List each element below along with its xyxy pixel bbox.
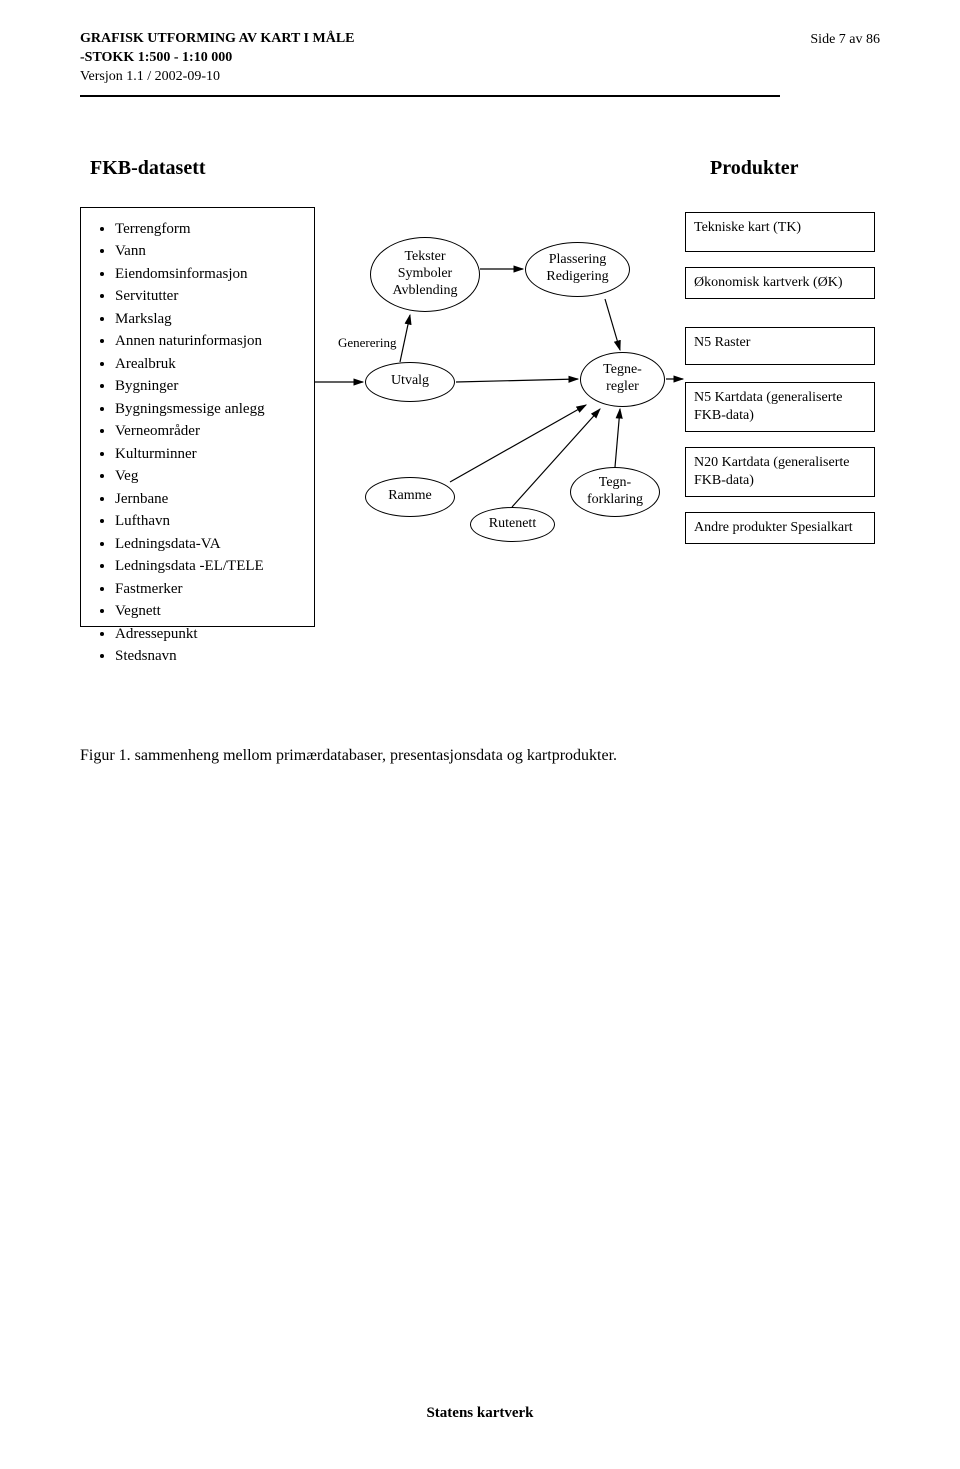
- page-footer: Statens kartverk: [80, 1405, 880, 1422]
- prod-box-n20kart: N20 Kartdata (generaliserte FKB-data): [685, 447, 875, 497]
- fkb-item: Stedsnavn: [115, 645, 308, 668]
- prod-box-n5kart: N5 Kartdata (generaliserte FKB-data): [685, 382, 875, 432]
- node-tekster-l3: Avblending: [392, 283, 457, 300]
- figure-caption: Figur 1. sammenheng mellom primærdatabas…: [80, 747, 880, 765]
- fkb-item: Jernbane: [115, 488, 308, 511]
- node-tegneregler-l2: regler: [606, 379, 639, 396]
- node-ramme-label: Ramme: [388, 488, 432, 505]
- prod-box-ok: Økonomisk kartverk (ØK): [685, 267, 875, 299]
- fkb-item: Markslag: [115, 308, 308, 331]
- fkb-item: Veg: [115, 465, 308, 488]
- node-tegneregler: Tegne- regler: [580, 352, 665, 407]
- node-utvalg: Utvalg: [365, 362, 455, 402]
- fkb-item: Servitutter: [115, 285, 308, 308]
- fkb-item: Arealbruk: [115, 353, 308, 376]
- produkter-title: Produkter: [710, 157, 799, 180]
- node-tegnforklaring: Tegn- forklaring: [570, 467, 660, 517]
- prod-box-andre: Andre produkter Spesialkart: [685, 512, 875, 544]
- fkb-item: Fastmerker: [115, 578, 308, 601]
- node-tegnforklaring-l1: Tegn-: [599, 475, 631, 492]
- fkb-item: Vann: [115, 240, 308, 263]
- header-line-2: -STOKK 1:500 - 1:10 000: [80, 50, 232, 65]
- header-title: GRAFISK UTFORMING AV KART I MÅLE -STOKK …: [80, 30, 355, 87]
- node-tegnforklaring-l2: forklaring: [587, 492, 643, 509]
- header-version: Versjon 1.1 / 2002-09-10: [80, 69, 220, 84]
- header-line-1: GRAFISK UTFORMING AV KART I MÅLE: [80, 31, 355, 46]
- node-plassering-l2: Redigering: [546, 269, 608, 286]
- fkb-item: Lufthavn: [115, 510, 308, 533]
- fkb-item: Ledningsdata -EL/TELE: [115, 555, 308, 578]
- fkb-item: Eiendomsinformasjon: [115, 263, 308, 286]
- node-rutenett-label: Rutenett: [489, 516, 536, 533]
- fkb-item: Adressepunkt: [115, 623, 308, 646]
- fkb-item: Ledningsdata-VA: [115, 533, 308, 556]
- node-rutenett: Rutenett: [470, 507, 555, 542]
- fkb-item: Annen naturinformasjon: [115, 330, 308, 353]
- fkb-item: Terrengform: [115, 218, 308, 241]
- node-plassering-l1: Plassering: [549, 252, 607, 269]
- node-plassering: Plassering Redigering: [525, 242, 630, 297]
- fkb-item: Vegnett: [115, 600, 308, 623]
- fkb-item: Verneområder: [115, 420, 308, 443]
- fkb-list: Terrengform Vann Eiendomsinformasjon Ser…: [97, 218, 308, 668]
- node-utvalg-label: Utvalg: [391, 373, 429, 390]
- prod-box-tk: Tekniske kart (TK): [685, 212, 875, 252]
- page-indicator: Side 7 av 86: [810, 30, 880, 48]
- node-tekster-l2: Symboler: [398, 266, 452, 283]
- figure-diagram: FKB-datasett Produkter Terrengform Vann …: [80, 157, 880, 677]
- fkb-title: FKB-datasett: [90, 157, 206, 180]
- label-generering: Generering: [338, 335, 396, 351]
- prod-box-n5raster: N5 Raster: [685, 327, 875, 365]
- node-tegneregler-l1: Tegne-: [603, 362, 642, 379]
- node-tekster-l1: Tekster: [404, 249, 445, 266]
- header-rule: [80, 95, 780, 97]
- fkb-item: Kulturminner: [115, 443, 308, 466]
- fkb-item: Bygninger: [115, 375, 308, 398]
- fkb-item: Bygningsmessige anlegg: [115, 398, 308, 421]
- page-header: GRAFISK UTFORMING AV KART I MÅLE -STOKK …: [80, 30, 880, 91]
- node-tekster: Tekster Symboler Avblending: [370, 237, 480, 312]
- fkb-box: Terrengform Vann Eiendomsinformasjon Ser…: [80, 207, 315, 627]
- node-ramme: Ramme: [365, 477, 455, 517]
